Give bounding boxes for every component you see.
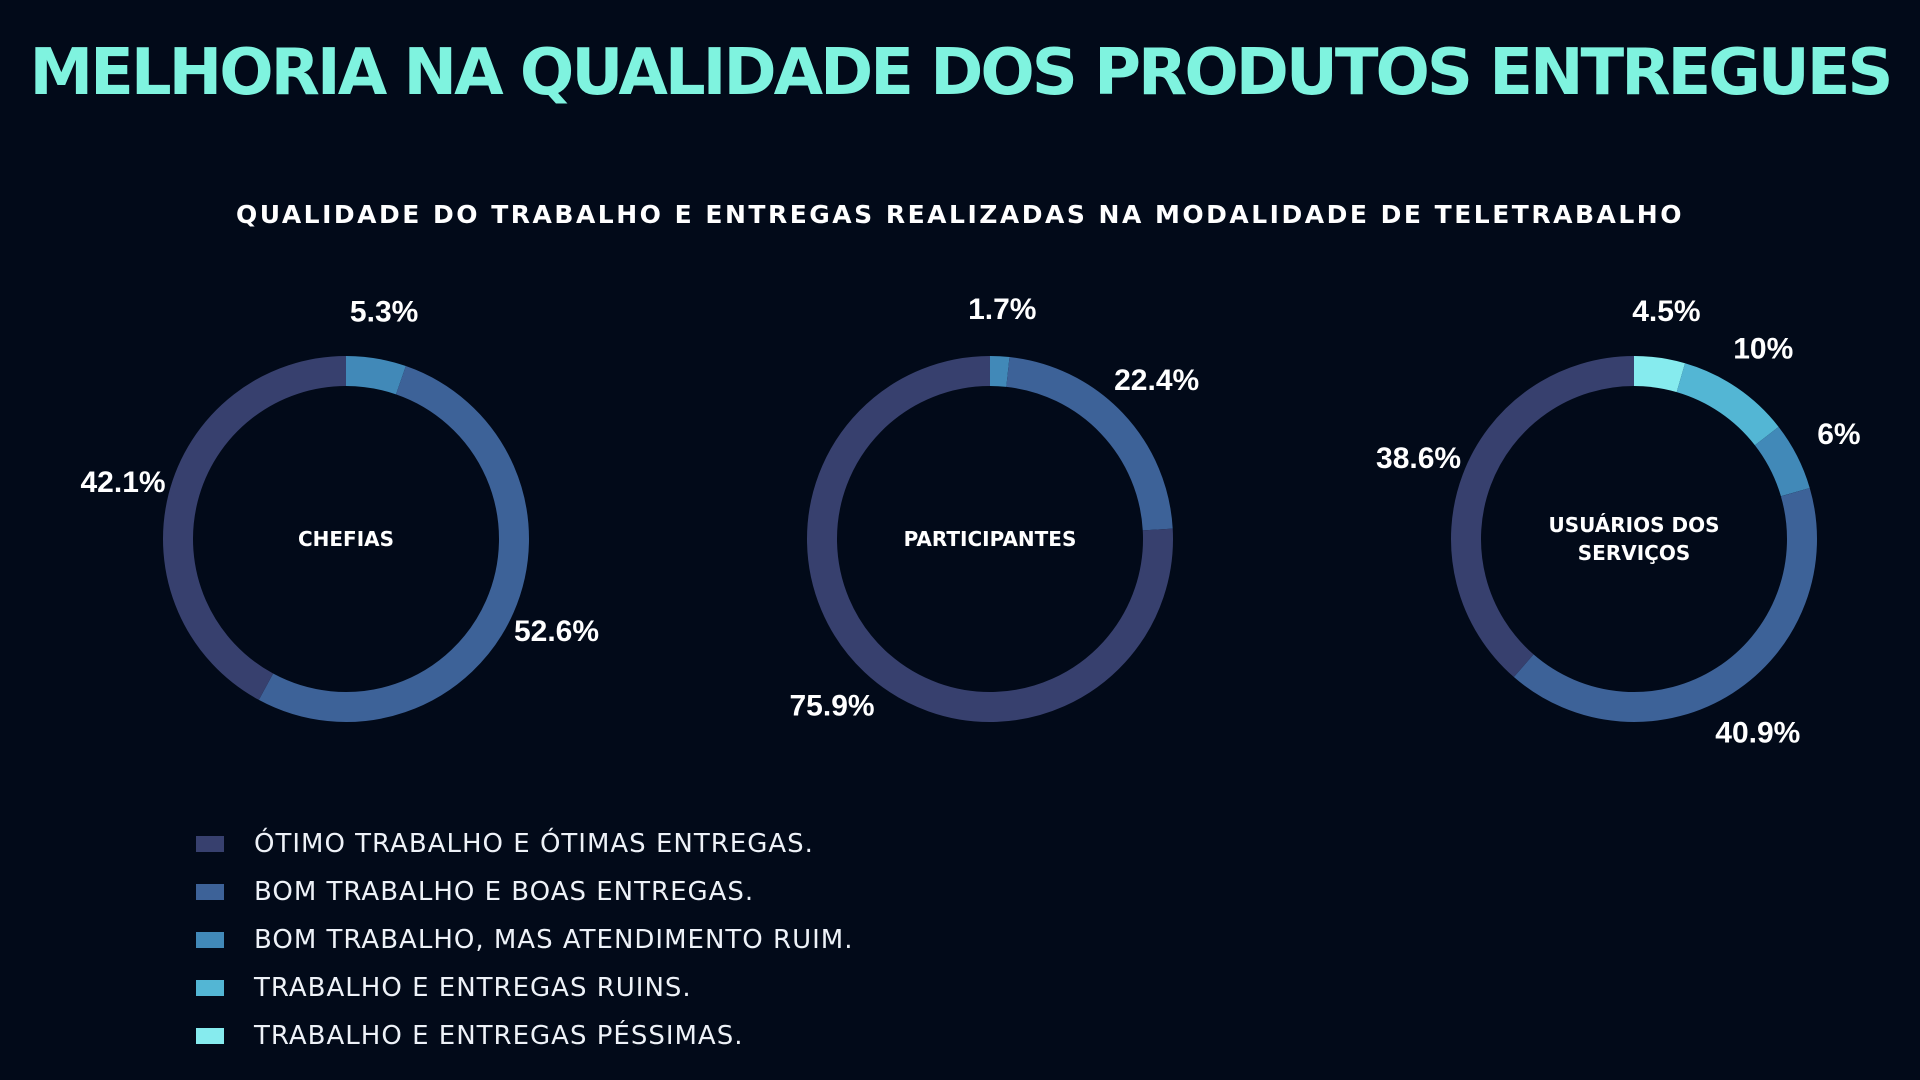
legend-swatch xyxy=(196,980,224,996)
legend-label: BOM TRABALHO E BOAS ENTREGAS. xyxy=(254,877,755,907)
data-label: 38.6% xyxy=(1376,442,1461,475)
legend-label: TRABALHO E ENTREGAS PÉSSIMAS. xyxy=(254,1021,744,1051)
legend-swatch xyxy=(196,1028,224,1044)
donut-segment xyxy=(1754,426,1810,497)
data-label: 40.9% xyxy=(1715,716,1800,749)
legend-swatch xyxy=(196,836,224,852)
donut-segment xyxy=(989,356,1010,387)
page-title: MELHORIA NA QUALIDADE DOS PRODUTOS ENTRE… xyxy=(29,36,1893,110)
legend-item: ÓTIMO TRABALHO E ÓTIMAS ENTREGAS. xyxy=(196,820,853,868)
donut-segment xyxy=(1513,487,1817,722)
legend-swatch xyxy=(196,884,224,900)
donut-segment xyxy=(345,356,406,395)
data-label: 4.5% xyxy=(1632,295,1700,328)
data-label: 42.1% xyxy=(81,466,166,499)
data-label: 5.3% xyxy=(350,296,418,329)
legend-item: BOM TRABALHO E BOAS ENTREGAS. xyxy=(196,868,853,916)
donut-center-label: USUÁRIOS DOS xyxy=(1549,513,1720,537)
data-label: 22.4% xyxy=(1114,364,1199,397)
legend: ÓTIMO TRABALHO E ÓTIMAS ENTREGAS. BOM TR… xyxy=(196,820,853,1060)
chart-subtitle: QUALIDADE DO TRABALHO E ENTREGAS REALIZA… xyxy=(236,200,1684,229)
donut-segment xyxy=(1006,357,1173,531)
data-label: 75.9% xyxy=(789,690,874,723)
donut-segment xyxy=(163,356,347,700)
legend-item: TRABALHO E ENTREGAS RUINS. xyxy=(196,964,853,1012)
data-label: 10% xyxy=(1733,332,1793,365)
donut-segment xyxy=(1633,356,1686,393)
donut-segment xyxy=(807,356,1173,722)
data-label: 52.6% xyxy=(514,615,599,648)
donut-center-label: PARTICIPANTES xyxy=(904,527,1077,551)
donut-segment xyxy=(1451,356,1635,678)
donut-center-label: SERVIÇOS xyxy=(1578,541,1690,565)
data-label: 6% xyxy=(1817,418,1860,451)
legend-label: BOM TRABALHO, MAS ATENDIMENTO RUIM. xyxy=(254,925,854,955)
donut-segment xyxy=(1676,363,1779,446)
legend-label: ÓTIMO TRABALHO E ÓTIMAS ENTREGAS. xyxy=(254,829,814,859)
donut-segment xyxy=(258,366,529,722)
legend-item: BOM TRABALHO, MAS ATENDIMENTO RUIM. xyxy=(196,916,853,964)
data-label: 1.7% xyxy=(968,293,1036,326)
legend-label: TRABALHO E ENTREGAS RUINS. xyxy=(254,973,692,1003)
donut-center-label: CHEFIAS xyxy=(298,527,394,551)
legend-item: TRABALHO E ENTREGAS PÉSSIMAS. xyxy=(196,1012,853,1060)
legend-swatch xyxy=(196,932,224,948)
